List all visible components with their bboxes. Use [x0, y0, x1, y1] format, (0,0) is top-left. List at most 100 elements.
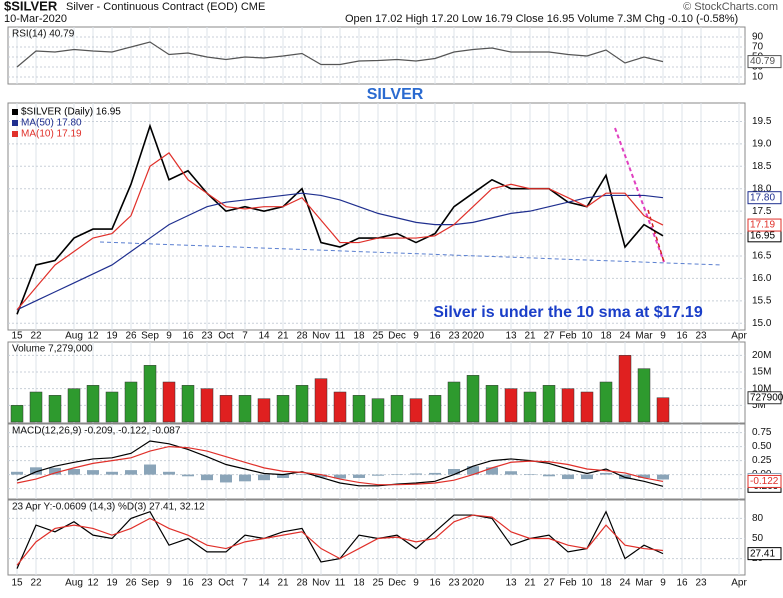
x-tick-label: 21 [524, 578, 536, 589]
bar [125, 470, 137, 475]
x-tick-label: Oct [218, 331, 234, 342]
x-tick-label: 10 [581, 331, 593, 342]
panel-title: 23 Apr Y:-0.0609 (14,3) %D(3) 27.41, 32.… [12, 502, 205, 513]
x-tick-label: 18 [353, 578, 365, 589]
bar [181, 385, 195, 423]
x-tick-label: 9 [166, 331, 172, 342]
x-tick-label: 19 [106, 331, 118, 342]
bar [295, 385, 309, 423]
x-tick-label: 27 [543, 331, 555, 342]
x-tick-label: 25 [372, 331, 384, 342]
panel-frame [7, 102, 746, 331]
x-tick-label: 22 [30, 331, 42, 342]
bar [599, 381, 613, 423]
last-value-label: 17.19 [750, 220, 775, 231]
last-value-label: -0.122 [750, 476, 779, 487]
x-tick-label: 21 [524, 331, 536, 342]
y-tick-label: 19.0 [752, 139, 772, 150]
x-tick-label: 7 [242, 578, 248, 589]
x-tick-label: 9 [166, 578, 172, 589]
bar [390, 395, 404, 423]
bar [163, 471, 175, 475]
bar [638, 474, 650, 478]
y-tick-label: 10 [752, 72, 764, 83]
x-tick-label: 25 [372, 578, 384, 589]
bar [276, 395, 290, 423]
y-tick-label: 15.5 [752, 295, 772, 306]
description: Silver - Continuous Contract (EOD) CME [66, 1, 265, 13]
last-value-box [747, 218, 782, 232]
x-tick-label: 16 [429, 578, 441, 589]
bar [600, 472, 612, 475]
x-tick-label: 13 [505, 331, 517, 342]
x-tick-label: 23 [695, 331, 707, 342]
y-tick-label: 15M [752, 367, 771, 378]
y-tick-label: 70 [752, 42, 764, 53]
bar [561, 388, 575, 423]
x-tick-label: Mar [635, 578, 653, 589]
bar [467, 466, 479, 475]
bar [637, 368, 651, 423]
bar [219, 395, 233, 423]
x-tick-label: 7 [242, 331, 248, 342]
last-value-label: 17.80 [750, 192, 775, 203]
chart-title: SILVER [367, 86, 424, 103]
x-tick-label: 23 [695, 578, 707, 589]
bar [581, 474, 593, 480]
x-tick-label: 21 [277, 331, 289, 342]
bar [334, 474, 346, 479]
x-tick-label: Feb [559, 578, 577, 589]
x-tick-label: 23 [201, 578, 213, 589]
bar [657, 474, 669, 480]
x-tick-label: 16 [182, 331, 194, 342]
last-value-box [747, 474, 782, 488]
legend-swatch [12, 131, 18, 137]
x-tick-label: Nov [312, 331, 330, 342]
x-tick-label: 16 [676, 578, 688, 589]
x-tick-label: Aug [65, 578, 83, 589]
y-tick-label: 15.0 [752, 318, 772, 329]
bar [562, 474, 574, 480]
bar [409, 398, 423, 423]
bar [296, 474, 308, 475]
x-tick-label: 9 [660, 578, 666, 589]
last-value-box [747, 191, 782, 205]
bar [656, 397, 670, 423]
bar [48, 395, 62, 423]
x-tick-label: Mar [635, 331, 653, 342]
x-tick-label: 18 [600, 578, 612, 589]
y-tick-label: 16.5 [752, 251, 772, 262]
x-tick-label: 19 [106, 578, 118, 589]
x-tick-label: Oct [218, 578, 234, 589]
bar [239, 474, 251, 482]
bar [30, 467, 42, 475]
x-tick-label: 13 [505, 578, 517, 589]
bar [144, 464, 156, 475]
bar [466, 375, 480, 423]
x-tick-label: 12 [87, 331, 99, 342]
legend-swatch [12, 120, 18, 126]
bar [447, 381, 461, 423]
bar [11, 471, 23, 475]
last-value-box [747, 547, 782, 561]
bar [543, 474, 555, 477]
y-tick-label: 18.0 [752, 183, 772, 194]
x-tick-label: 15 [11, 578, 23, 589]
x-tick-label: 23 [201, 331, 213, 342]
x-tick-label: Sep [141, 578, 159, 589]
x-tick-label: 24 [619, 578, 631, 589]
x-tick-label: Dec [388, 578, 406, 589]
bar [86, 385, 100, 423]
bar [105, 391, 119, 423]
x-tick-label: 11 [335, 578, 346, 589]
y-tick-label: 80 [752, 513, 764, 524]
x-tick-label: 2020 [462, 578, 485, 589]
bar [542, 385, 556, 423]
bar [87, 470, 99, 475]
bar [258, 474, 270, 481]
series-line [16, 123, 664, 315]
legend-entry: MA(10) 17.19 [21, 129, 82, 140]
bar [277, 474, 289, 478]
x-tick-label: 9 [413, 331, 419, 342]
last-value-box [747, 55, 782, 69]
